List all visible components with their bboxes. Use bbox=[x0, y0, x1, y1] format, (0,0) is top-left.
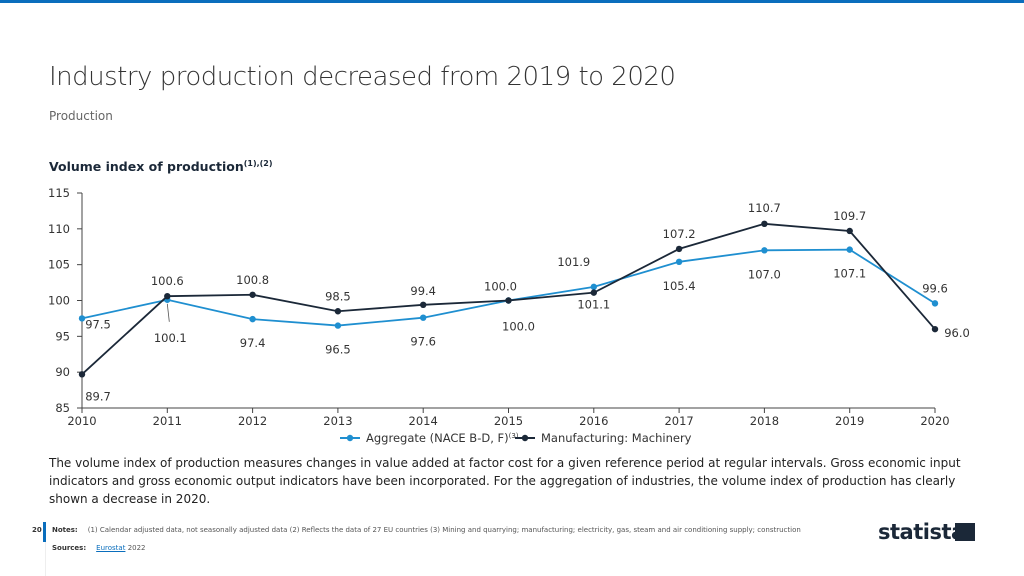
data-point bbox=[505, 297, 512, 304]
data-point bbox=[420, 314, 427, 321]
data-label: 105.4 bbox=[663, 279, 696, 293]
data-point bbox=[164, 293, 171, 300]
source-year: 2022 bbox=[127, 544, 146, 552]
data-label: 97.4 bbox=[240, 336, 266, 350]
chart-description: The volume index of production measures … bbox=[49, 456, 961, 506]
data-label: 99.6 bbox=[922, 281, 948, 295]
data-point bbox=[78, 315, 86, 322]
statista-logo: statista bbox=[878, 520, 965, 544]
notes-text: (1) Calendar adjusted data, not seasonal… bbox=[87, 526, 801, 534]
legend-swatch-dot bbox=[346, 434, 354, 442]
x-tick-label: 2016 bbox=[579, 414, 608, 428]
x-tick-label: 2019 bbox=[835, 414, 864, 428]
data-point bbox=[334, 322, 342, 329]
data-point bbox=[675, 245, 683, 253]
page-marker bbox=[43, 522, 46, 542]
sources: Sources: Eurostat 2022 bbox=[52, 544, 146, 552]
y-tick-label: 100 bbox=[48, 294, 70, 308]
data-label: 99.4 bbox=[410, 284, 436, 298]
data-label: 107.0 bbox=[748, 267, 781, 281]
data-label: 100.0 bbox=[484, 280, 517, 294]
data-label: 89.7 bbox=[85, 389, 111, 403]
data-label: 96.5 bbox=[325, 343, 351, 357]
data-point bbox=[761, 247, 768, 254]
legend-label: Aggregate (NACE B-D, F)(3) bbox=[366, 431, 519, 445]
chart-title-superscript: (1),(2) bbox=[243, 159, 273, 168]
data-label: 100.8 bbox=[236, 273, 269, 287]
line-chart: 85 90 95 100 105 110 115 2010 2011 2012 2013 2014 20… bbox=[48, 186, 970, 445]
data-point bbox=[846, 227, 853, 235]
data-point bbox=[931, 325, 939, 333]
data-point bbox=[761, 220, 768, 228]
data-point bbox=[675, 258, 683, 265]
y-tick-label: 105 bbox=[48, 258, 70, 272]
chart-title-text: Volume index of production bbox=[49, 159, 244, 175]
y-tick-label: 115 bbox=[48, 186, 70, 200]
page-title: Industry production decreased from 2019 … bbox=[49, 62, 676, 92]
legend-swatch-dot bbox=[521, 434, 529, 442]
data-label: 107.2 bbox=[663, 227, 696, 241]
x-tick-label: 2011 bbox=[153, 414, 182, 428]
x-tick-label: 2012 bbox=[238, 414, 267, 428]
data-label: 97.5 bbox=[85, 317, 111, 331]
y-tick-label: 95 bbox=[55, 329, 70, 343]
page-subtitle: Production bbox=[49, 109, 113, 123]
data-label: 97.6 bbox=[410, 335, 436, 349]
notes: Notes: (1) Calendar adjusted data, not se… bbox=[52, 526, 801, 534]
data-label: 107.1 bbox=[833, 267, 866, 281]
x-tick-label: 2017 bbox=[664, 414, 693, 428]
statista-logo-mark bbox=[955, 523, 975, 541]
sources-label: Sources: bbox=[52, 544, 87, 552]
page-number: 20 bbox=[32, 526, 42, 534]
source-link[interactable]: Eurostat bbox=[96, 544, 126, 552]
x-tick-label: 2013 bbox=[323, 414, 352, 428]
data-point bbox=[590, 289, 597, 296]
data-label: 96.0 bbox=[944, 326, 970, 340]
footer-divider bbox=[45, 542, 46, 576]
data-point bbox=[420, 301, 427, 308]
notes-label: Notes: bbox=[52, 526, 78, 534]
data-label: 100.0 bbox=[502, 320, 535, 334]
x-tick-label: 2010 bbox=[67, 414, 96, 428]
y-tick-label: 110 bbox=[48, 222, 70, 236]
legend-superscript: (3) bbox=[509, 432, 519, 440]
x-tick-label: 2020 bbox=[920, 414, 949, 428]
y-tick-label: 85 bbox=[55, 401, 70, 415]
data-point bbox=[249, 291, 256, 298]
x-tick-label: 2015 bbox=[494, 414, 523, 428]
data-label: 101.1 bbox=[577, 298, 610, 312]
data-label: 109.7 bbox=[833, 209, 866, 223]
data-label: 101.9 bbox=[557, 255, 590, 269]
data-point bbox=[249, 315, 256, 323]
legend-label: Manufacturing: Machinery bbox=[541, 431, 692, 445]
label-leader bbox=[166, 303, 170, 322]
data-point bbox=[931, 300, 939, 307]
data-label: 100.1 bbox=[154, 331, 187, 345]
top-accent-bar bbox=[0, 0, 1024, 3]
data-label: 98.5 bbox=[325, 289, 351, 303]
chart-title: Volume index of production(1),(2) bbox=[49, 159, 273, 174]
data-point bbox=[78, 371, 86, 378]
data-point bbox=[334, 308, 342, 315]
data-point bbox=[590, 283, 597, 291]
data-point bbox=[846, 246, 853, 253]
x-tick-label: 2014 bbox=[409, 414, 438, 428]
data-label: 100.6 bbox=[151, 274, 184, 288]
y-tick-label: 90 bbox=[55, 365, 70, 379]
data-label: 110.7 bbox=[748, 201, 781, 215]
x-tick-label: 2018 bbox=[750, 414, 779, 428]
